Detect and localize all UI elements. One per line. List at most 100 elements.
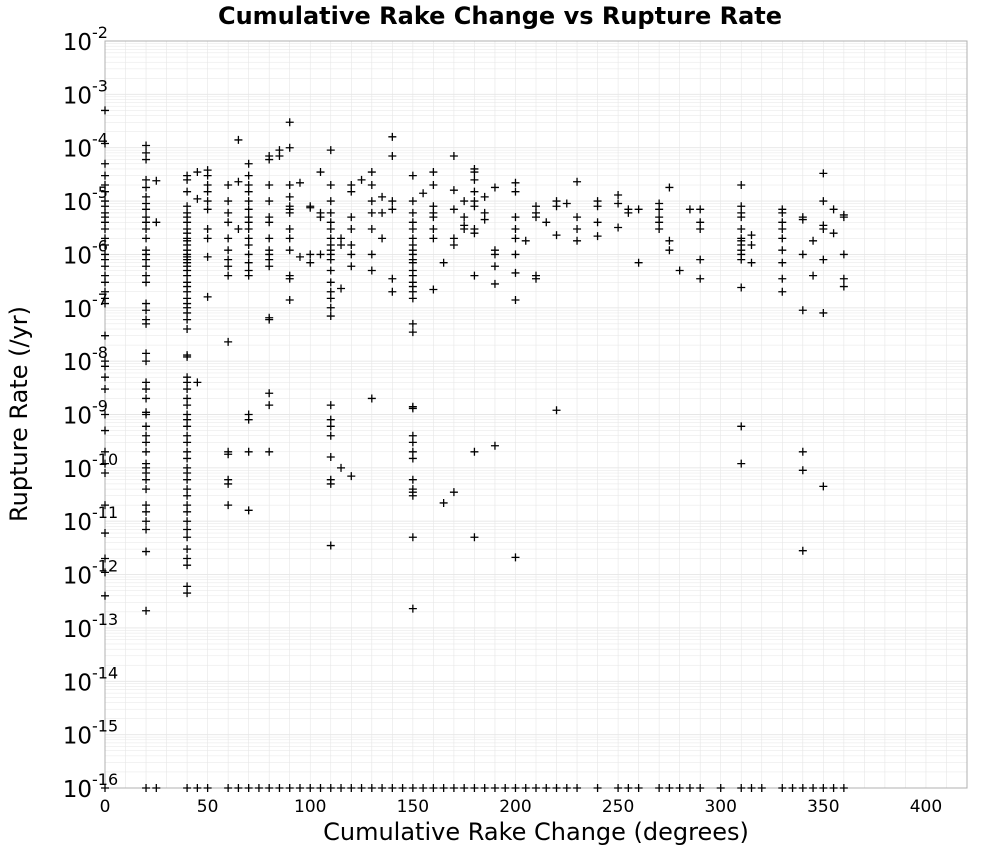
data-point: [295, 784, 304, 792]
data-point: [511, 178, 520, 187]
data-point: [696, 274, 705, 283]
data-point: [183, 218, 192, 227]
data-point: [326, 255, 335, 264]
data-point: [408, 197, 417, 206]
data-point: [511, 213, 520, 222]
x-tick-label: 0: [100, 797, 111, 817]
data-point: [142, 547, 151, 556]
data-point: [347, 187, 356, 196]
data-point: [306, 784, 315, 792]
x-tick-label: 350: [807, 797, 839, 817]
data-point: [101, 255, 109, 264]
data-point: [193, 378, 202, 387]
data-point: [244, 241, 253, 250]
data-point: [573, 177, 582, 186]
data-point: [224, 337, 233, 346]
data-point: [183, 545, 192, 554]
data-point: [265, 784, 274, 792]
data-point: [142, 507, 151, 516]
data-point: [152, 218, 161, 227]
data-point: [326, 146, 335, 155]
data-point: [532, 213, 540, 222]
data-point: [306, 250, 315, 259]
data-point: [244, 197, 253, 206]
data-point: [337, 784, 346, 792]
data-point: [511, 250, 520, 259]
y-tick-label: 10 -7: [63, 290, 108, 323]
data-point: [142, 517, 151, 526]
data-point: [285, 784, 294, 792]
data-point: [183, 554, 192, 563]
data-point: [244, 218, 253, 227]
data-point: [265, 234, 274, 243]
data-point: [224, 271, 233, 280]
data-point: [388, 205, 397, 214]
data-point: [326, 401, 335, 410]
data-point: [101, 262, 109, 271]
data-point: [193, 194, 202, 203]
data-point: [737, 459, 746, 468]
data-point: [101, 426, 109, 435]
data-point: [142, 385, 151, 394]
data-point: [798, 466, 807, 475]
x-tick-label: 50: [197, 797, 219, 817]
data-point: [439, 258, 448, 267]
data-point: [378, 192, 387, 201]
data-point: [316, 168, 325, 177]
data-point: [285, 208, 294, 217]
y-tick-label: 10 -5: [63, 183, 108, 216]
data-point: [142, 175, 151, 184]
data-point: [552, 231, 561, 240]
data-point: [183, 422, 192, 431]
y-tick-exponent: -8: [92, 343, 108, 362]
data-point: [408, 171, 417, 180]
data-point: [490, 183, 499, 192]
data-point: [224, 255, 233, 264]
data-point: [326, 294, 335, 303]
data-point: [101, 385, 109, 394]
data-point: [819, 482, 828, 491]
data-point: [357, 784, 366, 792]
y-tick-exponent: -16: [92, 770, 118, 789]
data-point: [275, 784, 284, 792]
data-point: [511, 268, 520, 277]
data-point: [696, 205, 705, 214]
data-point: [142, 422, 151, 431]
data-point: [142, 278, 151, 287]
data-point: [470, 447, 479, 456]
data-point: [449, 151, 458, 160]
data-point: [388, 197, 397, 206]
data-point: [224, 197, 233, 206]
y-tick-exponent: -11: [92, 503, 118, 522]
y-tick-base: 10: [63, 350, 92, 376]
data-point: [347, 181, 356, 190]
data-point: [347, 224, 356, 233]
data-point: [224, 501, 233, 510]
data-point: [326, 234, 335, 243]
data-point: [685, 784, 694, 792]
data-point: [203, 784, 212, 792]
data-point: [142, 218, 151, 227]
data-point: [408, 319, 417, 328]
y-tick-exponent: -10: [92, 450, 118, 469]
data-point: [408, 491, 417, 500]
data-point: [367, 394, 376, 403]
data-point: [101, 139, 109, 148]
y-tick-label: 10 -2: [63, 23, 108, 56]
data-point: [142, 155, 151, 164]
data-point: [449, 186, 458, 195]
data-point: [183, 475, 192, 484]
y-tick-label: 10 -11: [63, 503, 118, 536]
data-point: [367, 266, 376, 275]
data-point: [573, 224, 582, 233]
data-point: [665, 236, 674, 245]
data-point: [224, 234, 233, 243]
data-point: [101, 224, 109, 233]
data-point: [614, 190, 623, 199]
data-point: [665, 784, 674, 792]
data-point: [511, 553, 520, 562]
data-point: [470, 533, 479, 542]
data-point: [224, 218, 233, 227]
data-point: [367, 224, 376, 233]
